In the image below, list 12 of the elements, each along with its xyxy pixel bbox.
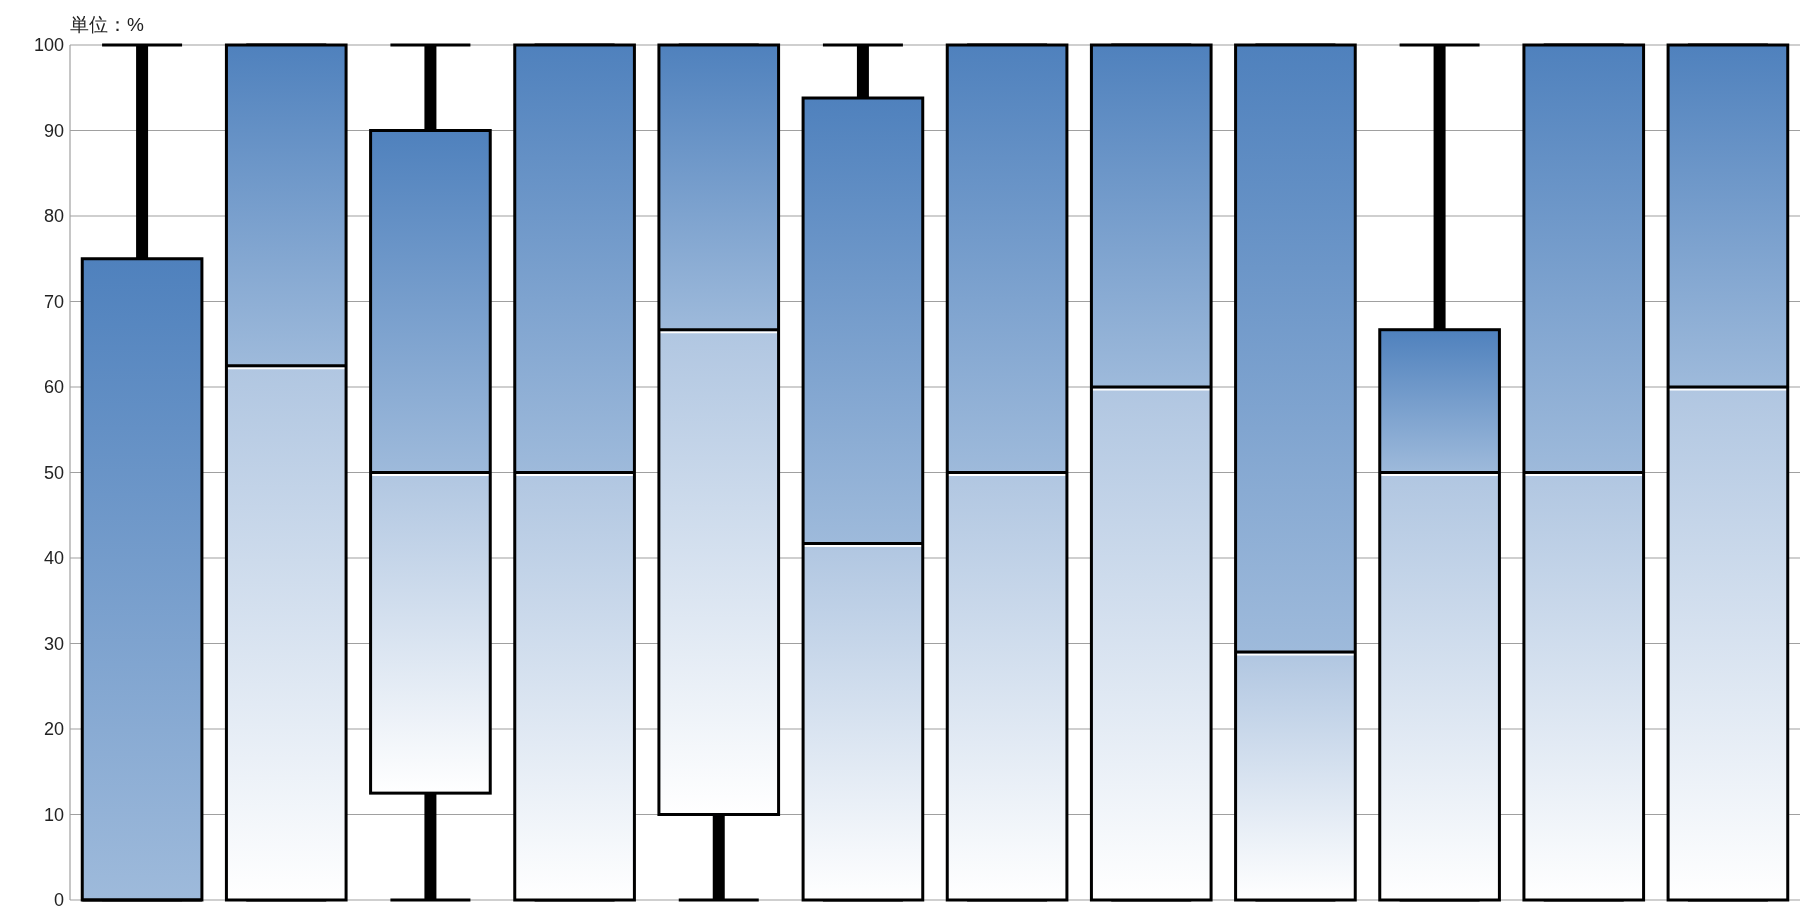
y-tick-label: 80 [43,206,64,226]
y-tick-label: 30 [43,633,64,654]
y-tick-label: 90 [43,120,64,141]
y-tick-label: 70 [43,291,64,312]
y-tick-label: 60 [43,377,64,397]
y-tick-label: 10 [43,804,64,825]
y-axis-title: 単位：% [70,14,144,35]
y-tick-label: 40 [43,548,64,568]
y-tick-label: 50 [43,462,64,483]
y-tick-label: 100 [33,35,64,55]
y-tick-label: 0 [53,890,64,910]
y-tick-label: 20 [43,719,64,739]
